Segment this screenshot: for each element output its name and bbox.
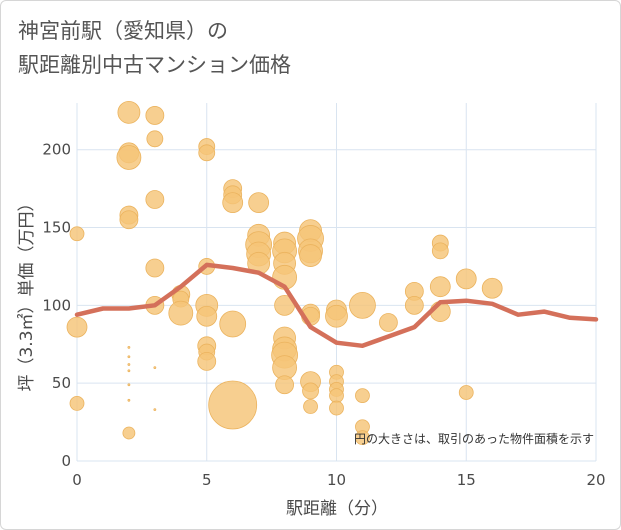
- bubble-point: [127, 383, 131, 387]
- bubble-point: [429, 276, 451, 298]
- bubble-point: [458, 385, 474, 400]
- bubble-point: [127, 363, 131, 366]
- chart-title-line-2: 駅距離別中古マンション価格: [18, 53, 291, 77]
- bubble-point: [127, 398, 131, 402]
- bubble-point: [299, 244, 322, 267]
- x-tick-label: 15: [457, 471, 476, 489]
- bubble-layer: [66, 100, 503, 446]
- bubble-point: [455, 268, 477, 290]
- y-tick-label: 50: [52, 374, 71, 392]
- x-tick-label: 10: [327, 471, 346, 489]
- bubble-point: [69, 396, 85, 411]
- bubble-point: [349, 291, 376, 319]
- bubble-point: [378, 313, 398, 332]
- bubble-point: [329, 388, 344, 404]
- bubble-point: [303, 399, 318, 414]
- y-tick-label: 100: [42, 296, 71, 314]
- bubble-point: [168, 300, 194, 326]
- bubble-point: [355, 388, 370, 404]
- bubble-point: [222, 192, 244, 214]
- y-tick-label: 0: [61, 452, 71, 470]
- bubble-point: [302, 382, 319, 400]
- bubble-point: [66, 316, 88, 338]
- y-tick-label: 200: [42, 141, 71, 159]
- y-tick-label: 150: [42, 219, 71, 237]
- bubble-point: [329, 400, 344, 416]
- y-axis-title: 坪（3.3㎡）単価（万円）: [17, 194, 37, 391]
- bubble-point: [197, 351, 217, 371]
- average-price-line: [74, 262, 599, 349]
- bubble-point: [69, 226, 85, 242]
- bubble-point: [325, 304, 348, 328]
- bubble-point: [208, 380, 258, 430]
- bubble-point: [116, 145, 142, 170]
- chart-title-line-1: 神宮前駅（愛知県）の: [18, 19, 228, 43]
- bubble-point: [355, 430, 370, 446]
- bubble-point: [219, 310, 247, 338]
- bubble-point: [119, 210, 139, 230]
- bubble-point: [127, 355, 131, 359]
- bubble-point: [431, 242, 449, 260]
- bubble-point: [127, 345, 131, 349]
- bubble-point: [146, 130, 164, 148]
- bubble-point: [248, 192, 270, 214]
- chart-title: 神宮前駅（愛知県）の 駅距離別中古マンション価格: [18, 14, 291, 82]
- bubble-point: [145, 258, 165, 278]
- bubble-point: [127, 369, 131, 373]
- average-line-layer: [74, 262, 599, 349]
- x-tick-label: 20: [586, 471, 605, 489]
- x-tick-label: 0: [72, 471, 82, 489]
- bubble-point: [196, 305, 218, 327]
- bubble-point: [275, 375, 295, 395]
- bubble-point: [117, 100, 141, 124]
- x-tick-label: 5: [202, 471, 212, 489]
- bubble-point: [145, 106, 165, 125]
- bubble-point: [153, 408, 157, 412]
- bubble-point: [153, 366, 157, 370]
- bubble-point: [145, 190, 165, 209]
- bubble-point: [481, 277, 503, 299]
- bubble-point: [198, 144, 216, 162]
- x-axis-title: 駅距離（分）: [286, 499, 388, 519]
- bubble-point: [404, 295, 424, 315]
- bubble-point: [122, 426, 136, 440]
- size-annotation: 円の大きさは、取引のあった物件面積を示す: [354, 431, 594, 446]
